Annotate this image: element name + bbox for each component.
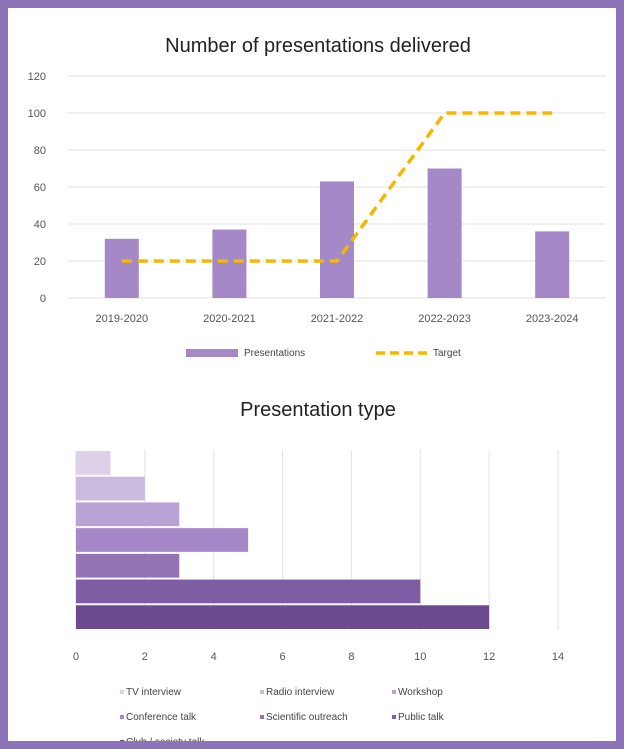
x-tick-label: 2023-2024	[526, 313, 579, 325]
x-tick-label: 4	[211, 651, 217, 663]
bar	[104, 238, 139, 298]
legend-label-presentations: Presentations	[244, 348, 305, 359]
presentation-type-chart: Presentation type 0 2 4 6 8 10 12 14 TV intervi…	[73, 399, 564, 741]
legend-label: Public talk	[398, 712, 445, 723]
legend-marker	[392, 690, 396, 694]
x-tick-label: 2021-2022	[311, 313, 364, 325]
x-tick-label: 2	[142, 651, 148, 663]
bar	[76, 553, 180, 578]
x-tick-label: 6	[280, 651, 286, 663]
x-tick-label: 2022-2023	[418, 313, 471, 325]
legend-label: Conference talk	[126, 712, 197, 723]
x-tick-label: 8	[348, 651, 354, 663]
x-tick-label: 2019-2020	[95, 313, 148, 325]
bar	[320, 181, 354, 298]
y-tick-label: 20	[34, 256, 46, 268]
y-tick-label: 80	[34, 145, 46, 157]
bar	[212, 229, 247, 298]
legend-label: TV interview	[126, 687, 182, 698]
legend-label: Scientific outreach	[266, 712, 348, 723]
x-tick-label: 12	[483, 651, 495, 663]
bar	[76, 579, 421, 604]
legend-label: Workshop	[398, 687, 443, 698]
legend-marker	[260, 690, 264, 694]
legend-marker	[120, 715, 124, 719]
legend-label: Radio interview	[266, 687, 335, 698]
chart-title: Number of presentations delivered	[165, 35, 471, 57]
y-tick-label: 100	[28, 108, 46, 120]
bar	[76, 605, 490, 629]
x-tick-label: 14	[552, 651, 564, 663]
legend-marker	[120, 690, 124, 694]
y-tick-label: 60	[34, 182, 46, 194]
x-tick-label: 0	[73, 651, 79, 663]
legend-swatch-presentations	[186, 349, 238, 357]
chart-title: Presentation type	[240, 399, 396, 421]
bar	[76, 451, 111, 475]
bar	[76, 528, 249, 552]
legend-marker	[392, 715, 396, 719]
y-tick-label: 120	[28, 71, 46, 83]
x-tick-label: 10	[414, 651, 426, 663]
target-line	[121, 111, 553, 263]
legend-label: Club / society talk	[126, 737, 205, 741]
bar	[76, 476, 145, 501]
bar	[427, 168, 462, 298]
x-tick-label: 2020-2021	[203, 313, 256, 325]
y-tick-label: 0	[40, 293, 46, 305]
figure-panel: Number of presentations delivered 0 20 40 6…	[8, 8, 616, 741]
legend-marker	[120, 740, 124, 741]
legend-marker	[260, 715, 264, 719]
bar	[76, 502, 180, 527]
bar	[535, 231, 570, 298]
legend-label-target: Target	[433, 348, 461, 359]
presentations-delivered-chart: Number of presentations delivered 0 20 40 6…	[28, 35, 606, 359]
y-tick-label: 40	[34, 219, 46, 231]
